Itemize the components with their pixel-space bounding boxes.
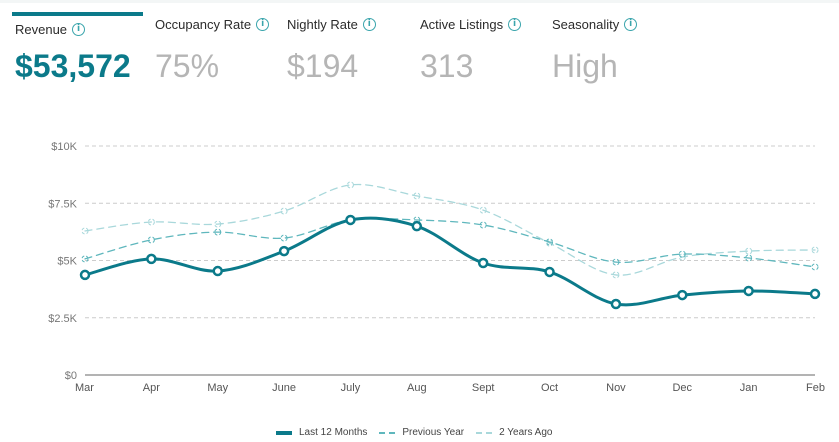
y-tick-label: $5K xyxy=(57,256,77,268)
data-point xyxy=(81,227,89,235)
kpi-label: Active Listings i xyxy=(420,17,522,32)
data-point xyxy=(544,266,555,278)
data-point xyxy=(413,216,421,224)
legend-item-2-years-ago[interactable]: 2 Years Ago xyxy=(476,427,552,438)
kpi-label: Occupancy Rate i xyxy=(155,17,270,32)
info-icon[interactable]: i xyxy=(508,18,522,31)
data-point xyxy=(612,258,620,266)
data-point xyxy=(280,234,288,242)
kpi-value: High xyxy=(552,48,618,84)
data-point xyxy=(811,246,819,254)
data-point xyxy=(546,238,554,246)
legend-item-last-12-months[interactable]: Last 12 Months xyxy=(276,427,367,438)
legend-label: Previous Year xyxy=(402,427,465,438)
kpi-label-text: Seasonality xyxy=(552,17,620,32)
x-tick-label: May xyxy=(207,382,228,394)
data-point xyxy=(477,257,489,269)
y-tick-label: $2.5K xyxy=(48,313,77,325)
x-tick-label: July xyxy=(341,382,361,394)
data-point xyxy=(146,253,157,265)
data-point xyxy=(214,228,222,236)
data-point xyxy=(79,269,91,281)
x-tick-label: Jan xyxy=(740,382,758,394)
data-point xyxy=(677,289,688,301)
legend-label: Last 12 Months xyxy=(299,427,368,438)
kpi-value: $53,572 xyxy=(15,48,131,84)
data-point xyxy=(610,298,622,310)
legend-swatch-dashed-light xyxy=(476,431,493,434)
kpi-label: Seasonality i xyxy=(552,17,638,32)
data-point xyxy=(147,218,155,226)
data-point xyxy=(612,271,620,279)
series-last-12-months-line xyxy=(83,216,817,307)
kpi-label: Revenue i xyxy=(15,22,86,37)
x-tick-label: Sept xyxy=(472,382,495,394)
kpi-label: Nightly Rate i xyxy=(287,17,376,32)
data-point xyxy=(214,220,222,228)
x-tick-label: Mar xyxy=(75,382,94,394)
data-point xyxy=(413,192,421,200)
x-tick-label: Oct xyxy=(541,382,558,394)
data-point xyxy=(811,263,819,271)
data-point xyxy=(280,207,288,215)
x-tick-label: Feb xyxy=(806,382,825,394)
y-tick-label: $10K xyxy=(51,141,77,153)
info-icon[interactable]: i xyxy=(72,23,86,36)
data-point xyxy=(479,221,487,229)
info-icon[interactable]: i xyxy=(362,18,376,31)
active-tab-indicator xyxy=(12,12,143,16)
x-tick-label: Apr xyxy=(143,382,160,394)
data-point xyxy=(346,181,354,189)
data-point xyxy=(81,255,89,263)
top-border xyxy=(0,0,839,3)
info-icon[interactable]: i xyxy=(624,18,638,31)
kpi-value: 75% xyxy=(155,48,220,84)
series-2-years-ago-line xyxy=(84,183,816,276)
x-tick-label: Nov xyxy=(606,382,626,394)
data-point xyxy=(411,220,423,232)
kpi-label-text: Active Listings xyxy=(420,17,504,32)
data-point xyxy=(745,254,753,262)
kpi-label-text: Occupancy Rate xyxy=(155,17,252,32)
data-point xyxy=(345,214,356,226)
legend-label: 2 Years Ago xyxy=(499,427,553,438)
kpi-value: 313 xyxy=(420,48,474,84)
kpi-label-text: Revenue xyxy=(15,22,68,37)
y-tick-label: $0 xyxy=(65,370,77,382)
revenue-chart: $0 $2.5K $5K $7.5K $10K Mar Apr May June July Aug S… xyxy=(48,141,825,394)
x-tick-label: June xyxy=(272,382,296,394)
series-previous-year-line xyxy=(84,217,816,268)
legend-item-previous-year[interactable]: Previous Year xyxy=(379,427,464,438)
info-icon[interactable]: i xyxy=(256,18,270,31)
x-tick-label: Aug xyxy=(407,382,427,394)
data-point xyxy=(278,245,290,257)
data-point xyxy=(678,253,686,261)
legend: Last 12 Months Previous Year 2 Years Ago xyxy=(276,427,564,438)
legend-swatch-dashed xyxy=(379,431,396,434)
data-point xyxy=(745,247,753,255)
y-tick-label: $7.5K xyxy=(48,198,77,210)
data-point xyxy=(147,236,155,244)
data-point xyxy=(212,265,223,277)
x-tick-label: Dec xyxy=(672,382,692,394)
data-point xyxy=(809,288,821,300)
data-point xyxy=(743,285,754,297)
kpi-label-text: Nightly Rate xyxy=(287,17,358,32)
kpi-value: $194 xyxy=(287,48,359,84)
data-point xyxy=(479,206,487,214)
legend-swatch-solid xyxy=(276,430,292,435)
